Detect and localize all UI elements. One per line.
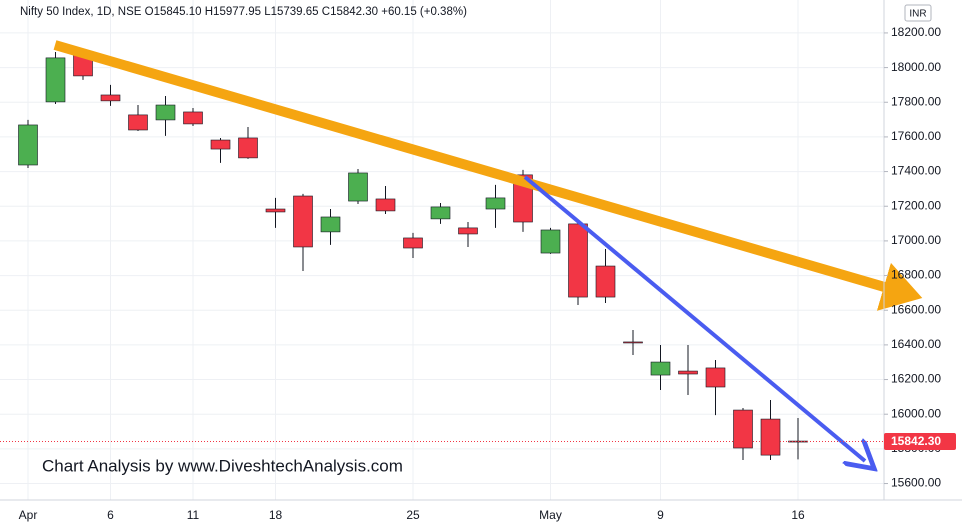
- y-tick-label: 16800.00: [891, 268, 941, 282]
- candle-body: [623, 341, 643, 344]
- y-tick-label: 17400.00: [891, 164, 941, 178]
- x-tick-label: Apr: [19, 508, 38, 522]
- candle-body: [760, 418, 781, 456]
- x-tick-label: 11: [187, 508, 200, 522]
- candle-body: [238, 137, 258, 159]
- y-tick-label: 15600.00: [891, 476, 941, 490]
- currency: INR: [909, 9, 926, 20]
- annotation: Chart Analysis by www.DiveshtechAnalysis…: [42, 456, 403, 475]
- y-tick-label: 16000.00: [891, 406, 941, 420]
- trend-arrow: [53, 40, 923, 311]
- y-tick-label: 17600.00: [891, 129, 941, 143]
- currency-box: [904, 4, 932, 22]
- y-tick-label: 16400.00: [891, 337, 941, 351]
- candles: [18, 49, 808, 460]
- candle-body: [155, 104, 176, 121]
- candle-body: [348, 172, 368, 202]
- y-tick-label: 16600.00: [891, 302, 941, 316]
- x-tick-label: 25: [406, 508, 420, 522]
- candle-body: [430, 206, 451, 220]
- candle-body: [705, 367, 726, 388]
- y-tick-label: 17000.00: [891, 233, 941, 247]
- y-tick-label: 16200.00: [891, 372, 941, 386]
- candle-body: [183, 111, 203, 125]
- header: Nifty 50 Index, 1D, NSE O15845.10 H15977…: [20, 6, 467, 18]
- candle-body: [733, 409, 753, 449]
- candle-body: [650, 361, 671, 376]
- x-tick-label: 18: [269, 508, 283, 522]
- candle-body: [403, 237, 423, 249]
- candle-body: [18, 124, 38, 166]
- candle-body: [568, 223, 588, 298]
- candle-body: [100, 94, 121, 102]
- candle-body: [293, 195, 313, 248]
- y-tick-label: 17200.00: [891, 198, 941, 212]
- x-tick-label: May: [539, 508, 562, 522]
- x-tick-label: 6: [107, 508, 114, 522]
- candle-body: [265, 208, 286, 213]
- candle-body: [45, 57, 66, 103]
- price-tag: [884, 433, 956, 451]
- y-tick-label: 17800.00: [891, 94, 941, 108]
- candle-body: [540, 229, 561, 254]
- candle-body: [458, 227, 478, 235]
- y-tick-label: 18200.00: [891, 25, 941, 39]
- x-tick-label: 16: [791, 508, 805, 522]
- candle-body: [485, 197, 506, 210]
- trend-arrow: [523, 175, 865, 461]
- price-tag-label: 15842.30: [891, 434, 941, 448]
- candle-body: [678, 370, 698, 375]
- x-tick-label: 9: [657, 508, 664, 522]
- candle-body: [595, 265, 616, 298]
- candle-body: [128, 114, 148, 131]
- y-tick-label: 18000.00: [891, 60, 941, 74]
- candle-body: [320, 216, 341, 233]
- candle-body: [375, 198, 396, 212]
- grid: [0, 0, 884, 500]
- candle-body: [210, 139, 231, 150]
